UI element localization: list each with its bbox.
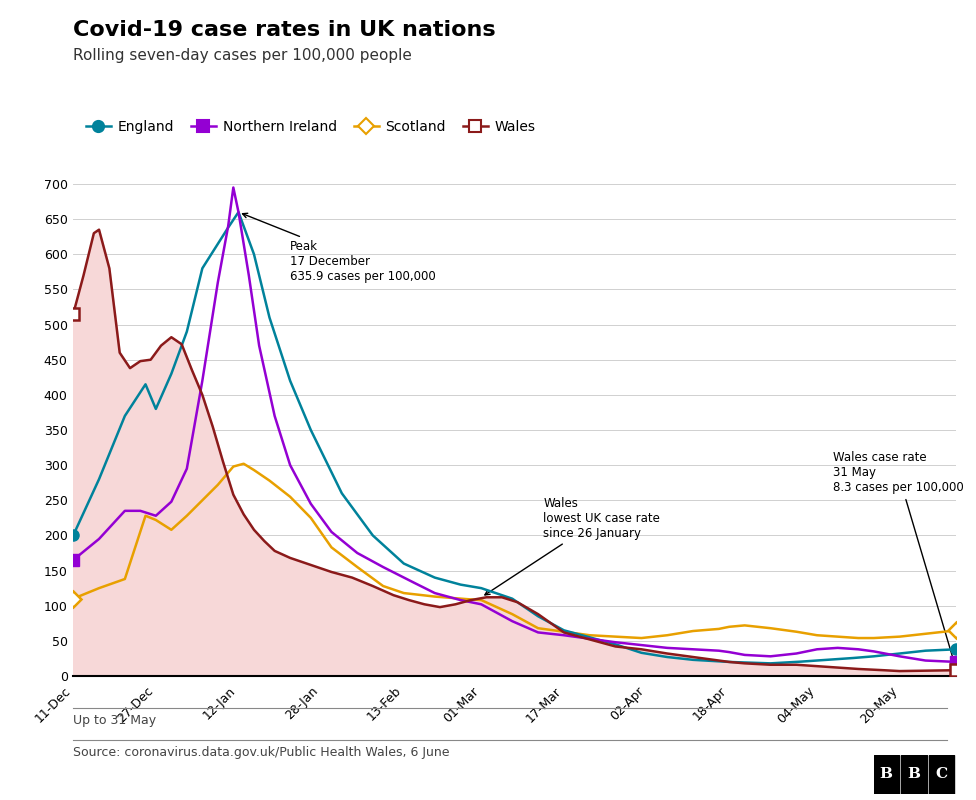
Text: Source: coronavirus.data.gov.uk/Public Health Wales, 6 June: Source: coronavirus.data.gov.uk/Public H… bbox=[73, 746, 450, 758]
Text: Up to 31 May: Up to 31 May bbox=[73, 714, 156, 726]
Text: Covid-19 case rates in UK nations: Covid-19 case rates in UK nations bbox=[73, 20, 496, 40]
Bar bbox=[901, 755, 926, 794]
Text: Peak
17 December
635.9 cases per 100,000: Peak 17 December 635.9 cases per 100,000 bbox=[242, 214, 436, 283]
Bar bbox=[874, 755, 899, 794]
Text: B: B bbox=[879, 767, 893, 782]
Text: C: C bbox=[935, 767, 948, 782]
Text: Wales
lowest UK case rate
since 26 January: Wales lowest UK case rate since 26 Janua… bbox=[485, 497, 660, 595]
Text: Wales case rate
31 May
8.3 cases per 100,000: Wales case rate 31 May 8.3 cases per 100… bbox=[833, 451, 963, 666]
Text: B: B bbox=[908, 767, 920, 782]
Bar bbox=[929, 755, 955, 794]
Legend: England, Northern Ireland, Scotland, Wales: England, Northern Ireland, Scotland, Wal… bbox=[80, 114, 541, 140]
Text: Rolling seven-day cases per 100,000 people: Rolling seven-day cases per 100,000 peop… bbox=[73, 48, 412, 63]
